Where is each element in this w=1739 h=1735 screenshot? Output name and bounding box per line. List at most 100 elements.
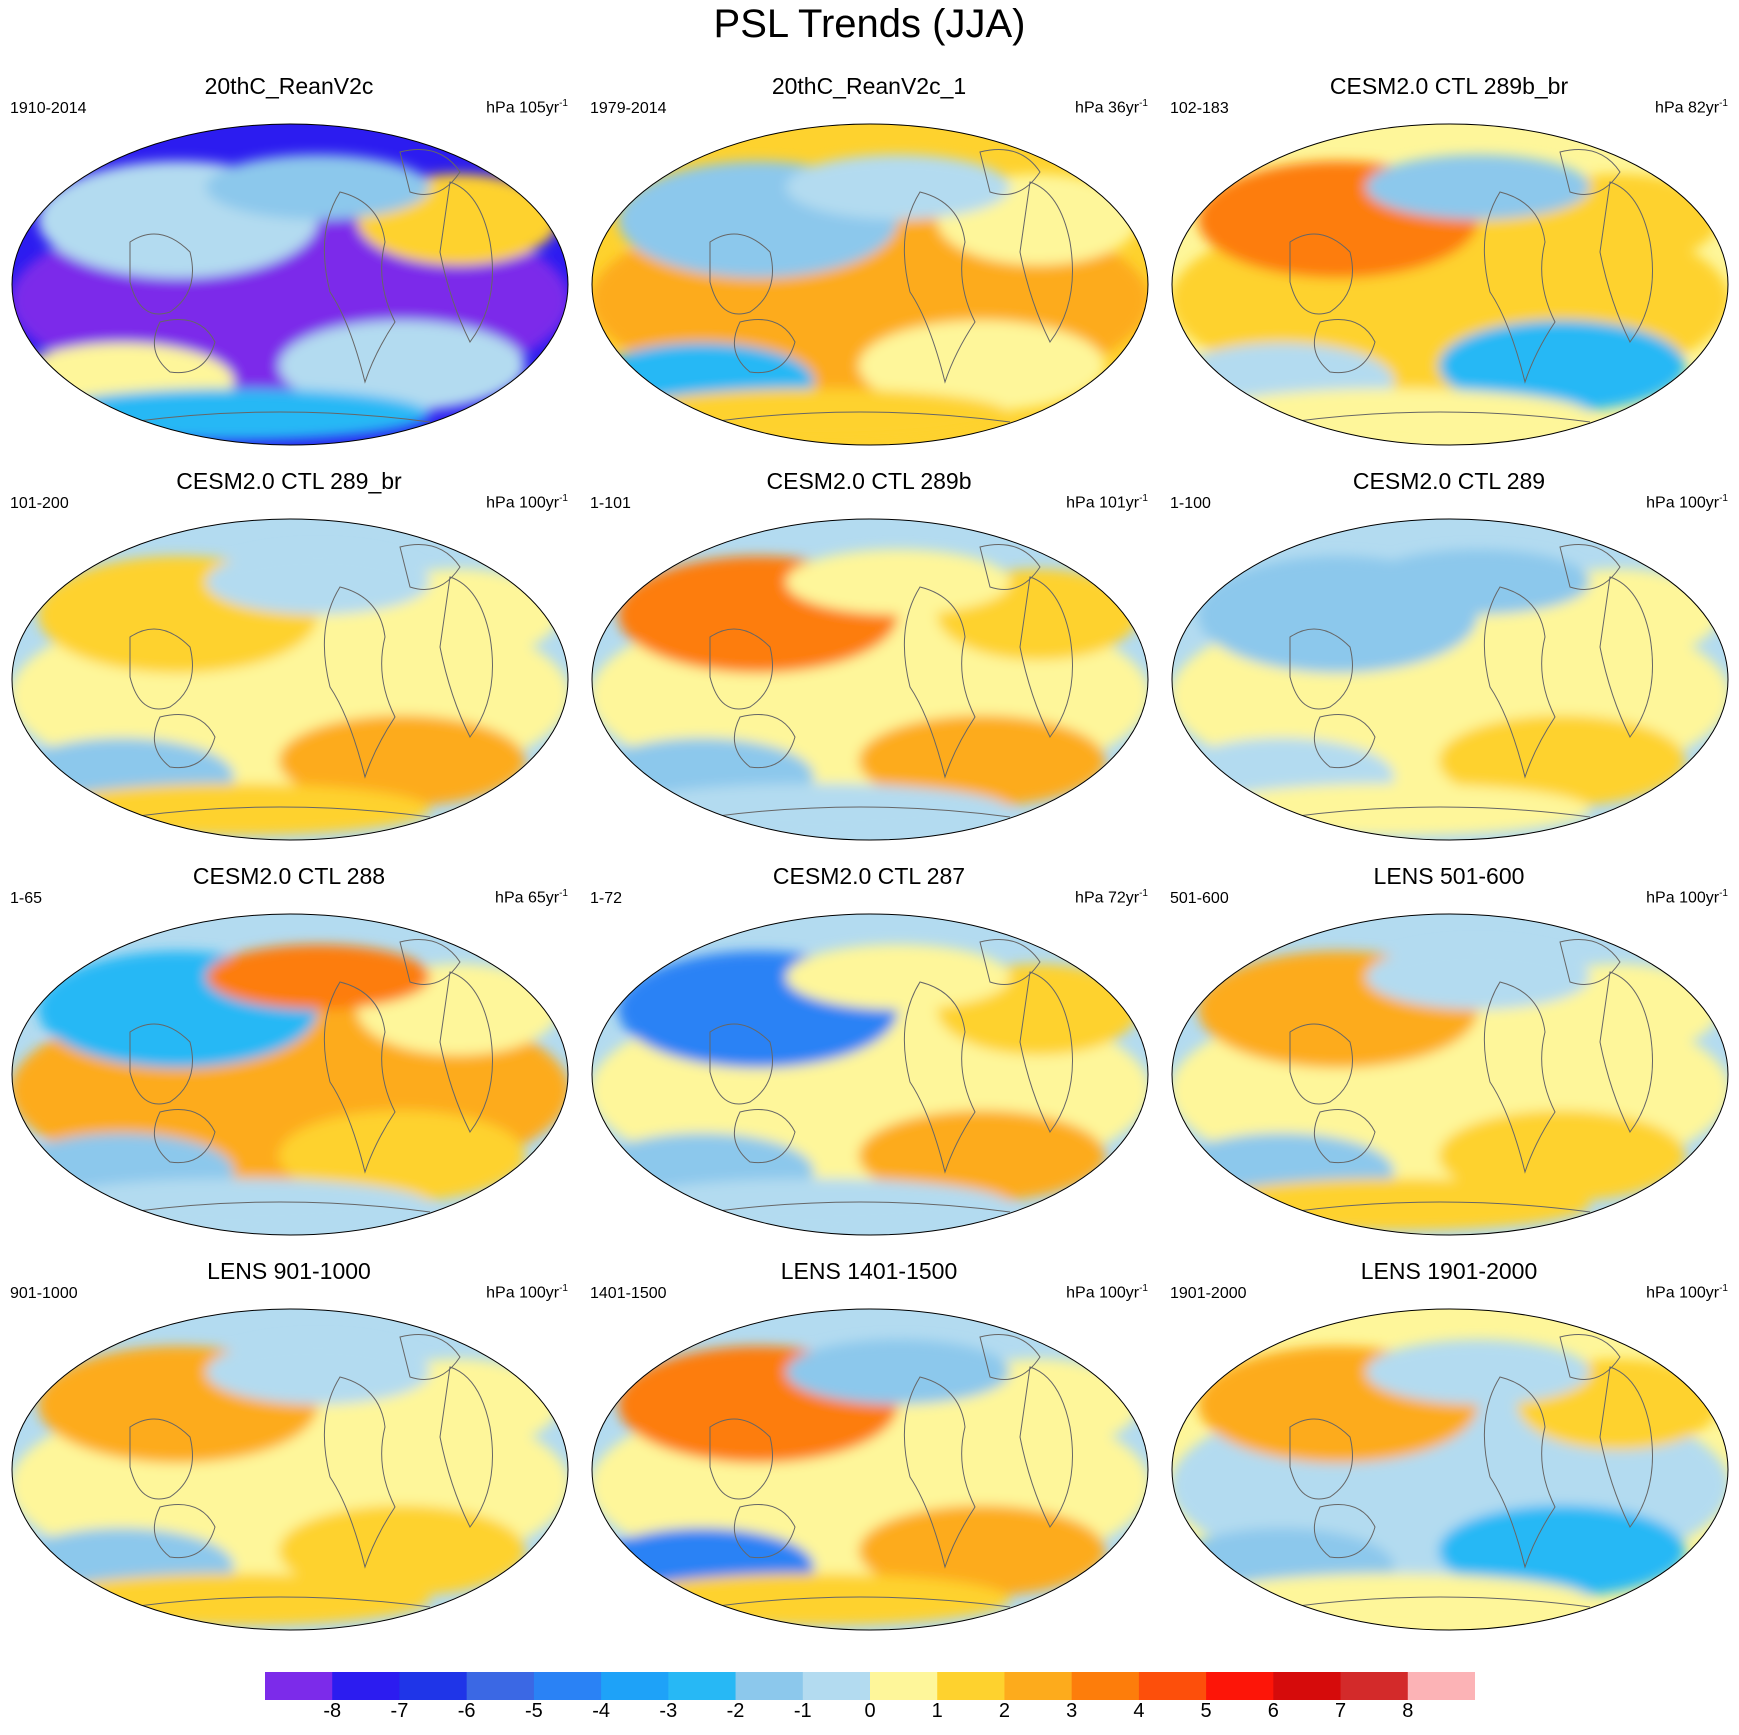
coastline xyxy=(129,411,431,423)
trend-anomaly-region xyxy=(278,715,526,807)
map-border xyxy=(591,913,1149,1236)
coastline xyxy=(153,319,216,374)
coastline xyxy=(1019,576,1073,738)
panel-title: 20thC_ReanV2c xyxy=(204,73,374,99)
panel-units-text: hPa 100yr xyxy=(1646,1284,1720,1302)
map-border xyxy=(1171,1308,1729,1631)
panel-units: hPa 36yr-1 xyxy=(1075,98,1148,117)
map-border xyxy=(1171,518,1729,841)
trend-anomaly-region xyxy=(1198,388,1590,441)
coastline xyxy=(129,1201,431,1213)
coastline xyxy=(323,981,396,1174)
map-panel: CESM2.0 CTL 289b_br 102-183 hPa 82yr-1 xyxy=(1160,72,1738,452)
trend-anomaly-region xyxy=(1438,1110,1686,1202)
trend-anomaly-region xyxy=(1366,549,1590,615)
global-map xyxy=(1171,913,1729,1236)
panel-units-exponent: -1 xyxy=(1139,1283,1148,1294)
trend-anomaly-region xyxy=(206,549,430,615)
panel-units: hPa 100yr-1 xyxy=(1646,888,1728,907)
panel-period: 1-72 xyxy=(590,890,623,907)
coastline xyxy=(1289,1418,1353,1500)
panel-title: 20thC_ReanV2c_1 xyxy=(771,73,967,99)
coastline xyxy=(1289,1023,1353,1105)
coastline xyxy=(1483,981,1556,1174)
map-border xyxy=(1171,913,1729,1236)
colorbar-swatch xyxy=(265,1672,333,1700)
panel-title: LENS 1901-2000 xyxy=(1360,1258,1538,1284)
colorbar-tick-label: -5 xyxy=(524,1700,543,1722)
panel-units-exponent: -1 xyxy=(559,888,568,899)
global-map xyxy=(11,123,569,446)
panel-units-text: hPa 65yr xyxy=(495,889,560,907)
panel-units-text: hPa 101yr xyxy=(1066,494,1140,512)
trend-anomaly-region xyxy=(1366,154,1590,220)
global-map xyxy=(1171,1308,1729,1631)
panel-period: 101-200 xyxy=(10,495,69,512)
coastline xyxy=(129,806,431,818)
map-border xyxy=(11,518,569,841)
coastline xyxy=(733,1504,796,1559)
trend-anomaly-region xyxy=(38,1178,430,1231)
coastline xyxy=(323,191,396,384)
colorbar-tick-label: 0 xyxy=(864,1700,876,1722)
map-border xyxy=(591,1308,1149,1631)
coastline xyxy=(1019,971,1073,1133)
figure-title: PSL Trends (JJA) xyxy=(713,2,1026,46)
coastline xyxy=(1313,319,1376,374)
coastline xyxy=(1599,971,1653,1133)
trend-anomaly-region xyxy=(278,1110,526,1202)
global-map xyxy=(591,913,1149,1236)
panel-units-text: hPa 100yr xyxy=(1066,1284,1140,1302)
global-map xyxy=(591,1308,1149,1631)
map-panel: CESM2.0 CTL 288 1-65 hPa 65yr-1 xyxy=(0,862,578,1242)
map-panel: CESM2.0 CTL 287 1-72 hPa 72yr-1 xyxy=(580,862,1158,1242)
colorbar-swatch xyxy=(533,1672,602,1700)
coastline xyxy=(1289,1596,1591,1608)
coastline xyxy=(153,1109,216,1164)
trend-anomaly-region xyxy=(206,944,430,1010)
coastline xyxy=(1559,1334,1621,1380)
colorbar-swatch xyxy=(1206,1672,1274,1700)
coastline xyxy=(1599,1366,1653,1528)
trend-anomaly-region xyxy=(1198,783,1590,836)
coastline xyxy=(733,714,796,769)
coastline xyxy=(399,149,461,195)
panel-units-text: hPa 100yr xyxy=(1646,494,1720,512)
panel-units: hPa 100yr-1 xyxy=(1646,493,1728,512)
trend-anomaly-region xyxy=(206,1339,430,1405)
trend-anomaly-region xyxy=(38,783,430,836)
panel-units-text: hPa 36yr xyxy=(1075,99,1140,117)
panel-title: LENS 901-1000 xyxy=(207,1258,371,1284)
panel-units: hPa 101yr-1 xyxy=(1066,493,1148,512)
panel-title: CESM2.0 CTL 287 xyxy=(772,863,966,889)
coastline xyxy=(129,233,193,315)
coastline xyxy=(1599,181,1653,343)
panel-units: hPa 100yr-1 xyxy=(486,1283,568,1302)
panel-period: 1-65 xyxy=(10,890,43,907)
coastline xyxy=(1019,1366,1073,1528)
colorbar-swatch xyxy=(466,1672,535,1700)
trend-anomaly-region xyxy=(38,388,430,441)
panel-units-exponent: -1 xyxy=(559,98,568,109)
colorbar-swatch xyxy=(1138,1672,1207,1700)
trend-anomaly-region xyxy=(1366,944,1590,1010)
colorbar-tick-label: 6 xyxy=(1267,1700,1279,1722)
colorbar-swatch xyxy=(1273,1672,1342,1700)
coastline xyxy=(1483,586,1556,779)
global-map xyxy=(11,1308,569,1631)
coastline xyxy=(1313,1504,1376,1559)
panel-period: 501-600 xyxy=(1170,890,1229,907)
trend-anomaly-region xyxy=(1438,1505,1686,1597)
panel-units: hPa 100yr-1 xyxy=(1646,1283,1728,1302)
coastline xyxy=(1289,233,1353,315)
trend-anomaly-region xyxy=(278,320,526,412)
panel-title: CESM2.0 CTL 289b xyxy=(766,468,972,494)
colorbar-swatch xyxy=(1340,1672,1409,1700)
global-map xyxy=(591,518,1149,841)
panel-units: hPa 82yr-1 xyxy=(1655,98,1728,117)
trend-anomaly-region xyxy=(1198,1573,1590,1626)
colorbar-swatch xyxy=(735,1672,804,1700)
trend-anomaly-region xyxy=(786,154,1010,220)
panel-units-exponent: -1 xyxy=(1719,1283,1728,1294)
colorbar-swatch xyxy=(937,1672,1005,1700)
